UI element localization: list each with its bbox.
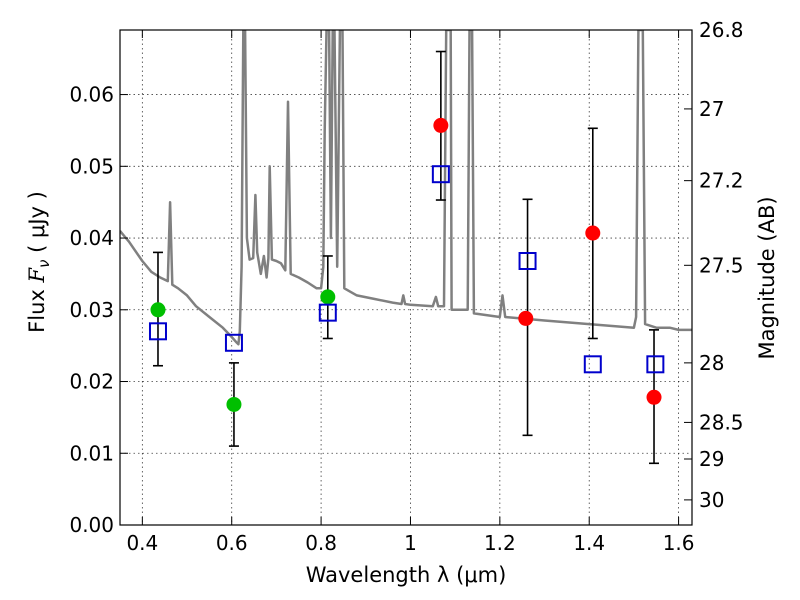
model-square-marker xyxy=(224,333,243,352)
spectrum-layer xyxy=(120,30,692,346)
y-axis-label-subscript: ν xyxy=(35,260,53,268)
red-data-point xyxy=(646,389,662,405)
y-tick-label: 0.04 xyxy=(69,226,114,250)
model-square-marker xyxy=(431,165,450,184)
y-tick-label: 0.05 xyxy=(69,154,114,178)
x-tick-label: 1 xyxy=(404,531,417,555)
plot-frame xyxy=(119,29,693,526)
model-square-marker xyxy=(583,355,602,374)
y2-tick-label: 30 xyxy=(699,488,724,512)
model-square-marker xyxy=(318,303,337,322)
red-data-point xyxy=(433,117,449,133)
y2-axis-label: Magnitude (AB) xyxy=(755,196,779,359)
x-tick-label: 1.6 xyxy=(663,531,695,555)
y-axis-label-prefix: Flux xyxy=(25,283,49,333)
plot-area xyxy=(120,30,692,525)
red-data-point xyxy=(585,225,601,241)
x-tick-label: 0.6 xyxy=(216,531,248,555)
y2-tick-label: 28.5 xyxy=(699,410,744,434)
y2-tick-label: 29 xyxy=(699,447,724,471)
grid-lines xyxy=(120,30,692,525)
model-square-marker xyxy=(646,355,665,374)
y-tick-label: 0.00 xyxy=(69,513,114,537)
y2-tick-label: 27 xyxy=(699,97,724,121)
y2-tick-label: 28 xyxy=(699,351,724,375)
y-axis-ticks: 0.00 0.01 0.02 0.03 0.04 0.05 0.06 xyxy=(69,83,128,537)
green-data-point xyxy=(320,289,336,305)
green-data-point xyxy=(226,396,242,412)
y-tick-label: 0.06 xyxy=(69,83,114,107)
y-tick-label: 0.01 xyxy=(69,441,114,465)
y-axis-label-suffix: ( μJy ) xyxy=(25,191,49,259)
red-data-point xyxy=(518,310,534,326)
model-square-marker xyxy=(518,252,537,270)
y2-tick-label: 26.8 xyxy=(699,18,744,42)
y-tick-label: 0.02 xyxy=(69,370,114,394)
x-tick-label: 0.4 xyxy=(126,531,158,555)
model-square-marker xyxy=(148,322,167,341)
x-tick-label: 1.2 xyxy=(484,531,516,555)
y2-tick-label: 27.2 xyxy=(699,169,744,193)
x-tick-label: 1.4 xyxy=(573,531,605,555)
y-axis-label: Flux Fν ( μJy ) xyxy=(25,191,53,333)
y-axis-label-symbol: F xyxy=(25,267,49,284)
y2-axis-ticks: 26.8 27 27.2 27.5 28 28.5 29 30 xyxy=(684,18,744,512)
spectrum-line xyxy=(120,30,692,346)
green-data-point xyxy=(150,302,166,318)
x-tick-label: 0.8 xyxy=(305,531,337,555)
y-tick-label: 0.03 xyxy=(69,298,114,322)
marker-layer xyxy=(148,117,665,412)
x-axis-label: Wavelength λ (μm) xyxy=(306,563,507,587)
y2-tick-label: 27.5 xyxy=(699,253,744,277)
x-axis-ticks: 0.4 0.6 0.8 1 1.2 1.4 1.6 xyxy=(126,30,695,555)
